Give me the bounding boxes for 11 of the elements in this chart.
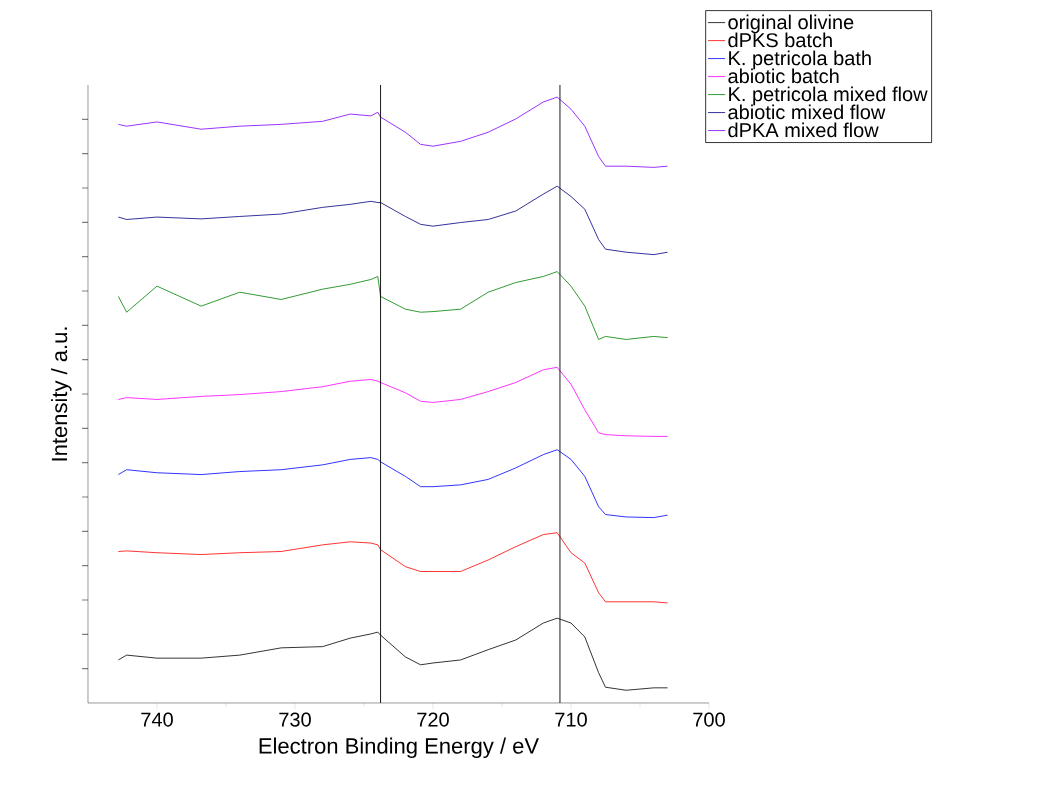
x-tick-label: 730 (279, 712, 311, 727)
x-axis-title: Electron Binding Energy / eV (259, 737, 539, 759)
x-tick-label: 720 (417, 712, 449, 727)
legend-label: dPKS batch (728, 32, 832, 48)
legend-label: dPKA mixed flow (728, 122, 879, 138)
x-tick-label: 740 (141, 712, 173, 727)
legend-label: abiotic mixed flow (728, 104, 886, 120)
legend-label: abiotic batch (728, 68, 839, 84)
x-tick-label: 710 (555, 712, 587, 727)
y-axis-title: Intensity / a.u. (51, 327, 72, 461)
x-tick-label: 700 (693, 712, 725, 727)
